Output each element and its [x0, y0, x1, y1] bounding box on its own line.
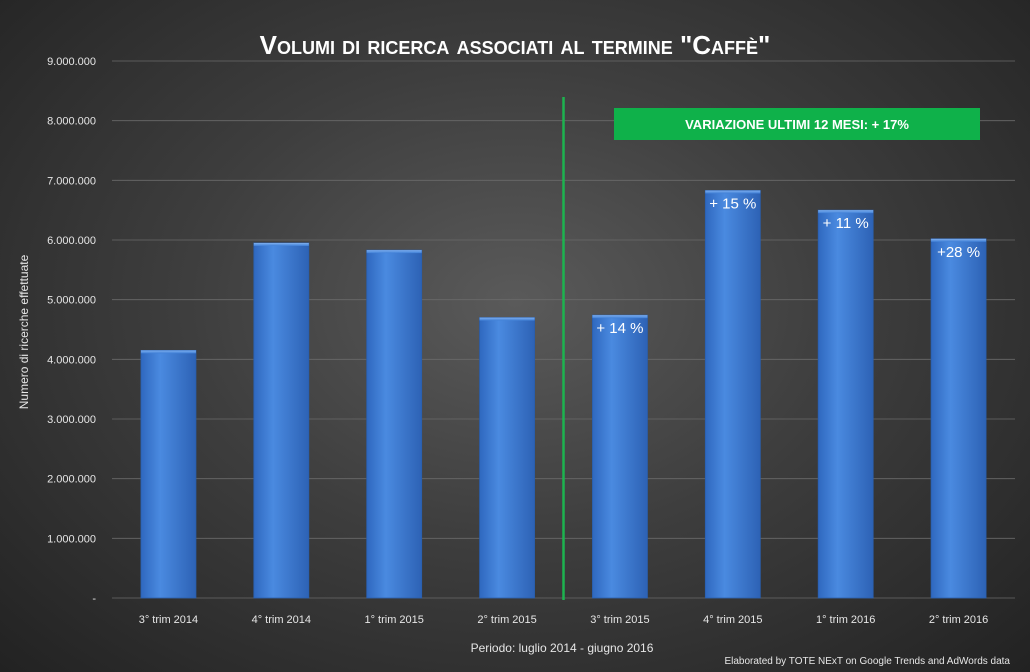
y-tick-label: 4.000.000	[47, 354, 96, 366]
y-tick-label: 9.000.000	[47, 56, 96, 68]
variation-banner-text: VARIAZIONE ULTIMI 12 MESI: + 17%	[685, 117, 909, 132]
bar	[253, 242, 310, 599]
bar-annotation: + 14 %	[596, 320, 643, 337]
x-category-labels: 3° trim 2014 4° trim 2014 1° trim 2015 2° t…	[139, 614, 989, 626]
y-tick-label: 6.000.000	[47, 235, 96, 247]
bar-top-highlight	[931, 238, 987, 242]
bar-top-highlight	[592, 315, 648, 319]
bar-top-highlight	[705, 190, 761, 194]
bar	[930, 238, 987, 599]
y-axis-label: Numero di ricerche effettuate	[17, 254, 31, 409]
bar	[704, 190, 761, 599]
y-tick-label: 5.000.000	[47, 295, 96, 307]
bar-annotations: + 14 % + 15 % + 11 % +28 %	[596, 195, 980, 337]
y-tick-label: 3.000.000	[47, 414, 96, 426]
x-category-label: 3° trim 2015	[590, 614, 649, 626]
x-category-label: 1° trim 2016	[816, 614, 875, 626]
variation-banner	[614, 108, 980, 140]
y-tick-label: 8.000.000	[47, 116, 96, 128]
x-category-label: 3° trim 2014	[139, 614, 198, 626]
bar-top-highlight	[366, 250, 422, 254]
y-tick-labels: - 1.000.000 2.000.000 3.000.000 4.000.000 5.0…	[47, 56, 96, 605]
x-category-label: 4° trim 2015	[703, 614, 762, 626]
bars	[140, 190, 987, 599]
bar	[479, 317, 535, 599]
y-tick-label: 1.000.000	[47, 533, 96, 545]
chart-title: Volumi di ricerca associati al termine "…	[260, 30, 771, 60]
bar-annotation: +28 %	[937, 244, 980, 261]
x-axis-label: Periodo: luglio 2014 - giugno 2016	[471, 641, 654, 655]
bar	[140, 349, 197, 599]
bar-top-highlight	[479, 317, 535, 321]
y-tick-label: -	[92, 593, 96, 605]
x-category-label: 1° trim 2015	[364, 614, 423, 626]
y-tick-label: 2.000.000	[47, 474, 96, 486]
x-category-label: 2° trim 2015	[477, 614, 536, 626]
bar	[366, 249, 423, 599]
bar-annotation: + 15 %	[709, 195, 756, 212]
bar-annotation: + 11 %	[823, 215, 869, 232]
bar-top-highlight	[140, 350, 196, 354]
bar	[817, 209, 874, 599]
bar	[592, 314, 648, 599]
x-category-label: 2° trim 2016	[929, 614, 988, 626]
bar-top-highlight	[818, 210, 874, 214]
bar-top-highlight	[253, 242, 309, 246]
source-credit: Elaborated by TOTE NExT on Google Trends…	[724, 656, 1010, 667]
y-tick-label: 7.000.000	[47, 175, 96, 187]
x-category-label: 4° trim 2014	[252, 614, 311, 626]
